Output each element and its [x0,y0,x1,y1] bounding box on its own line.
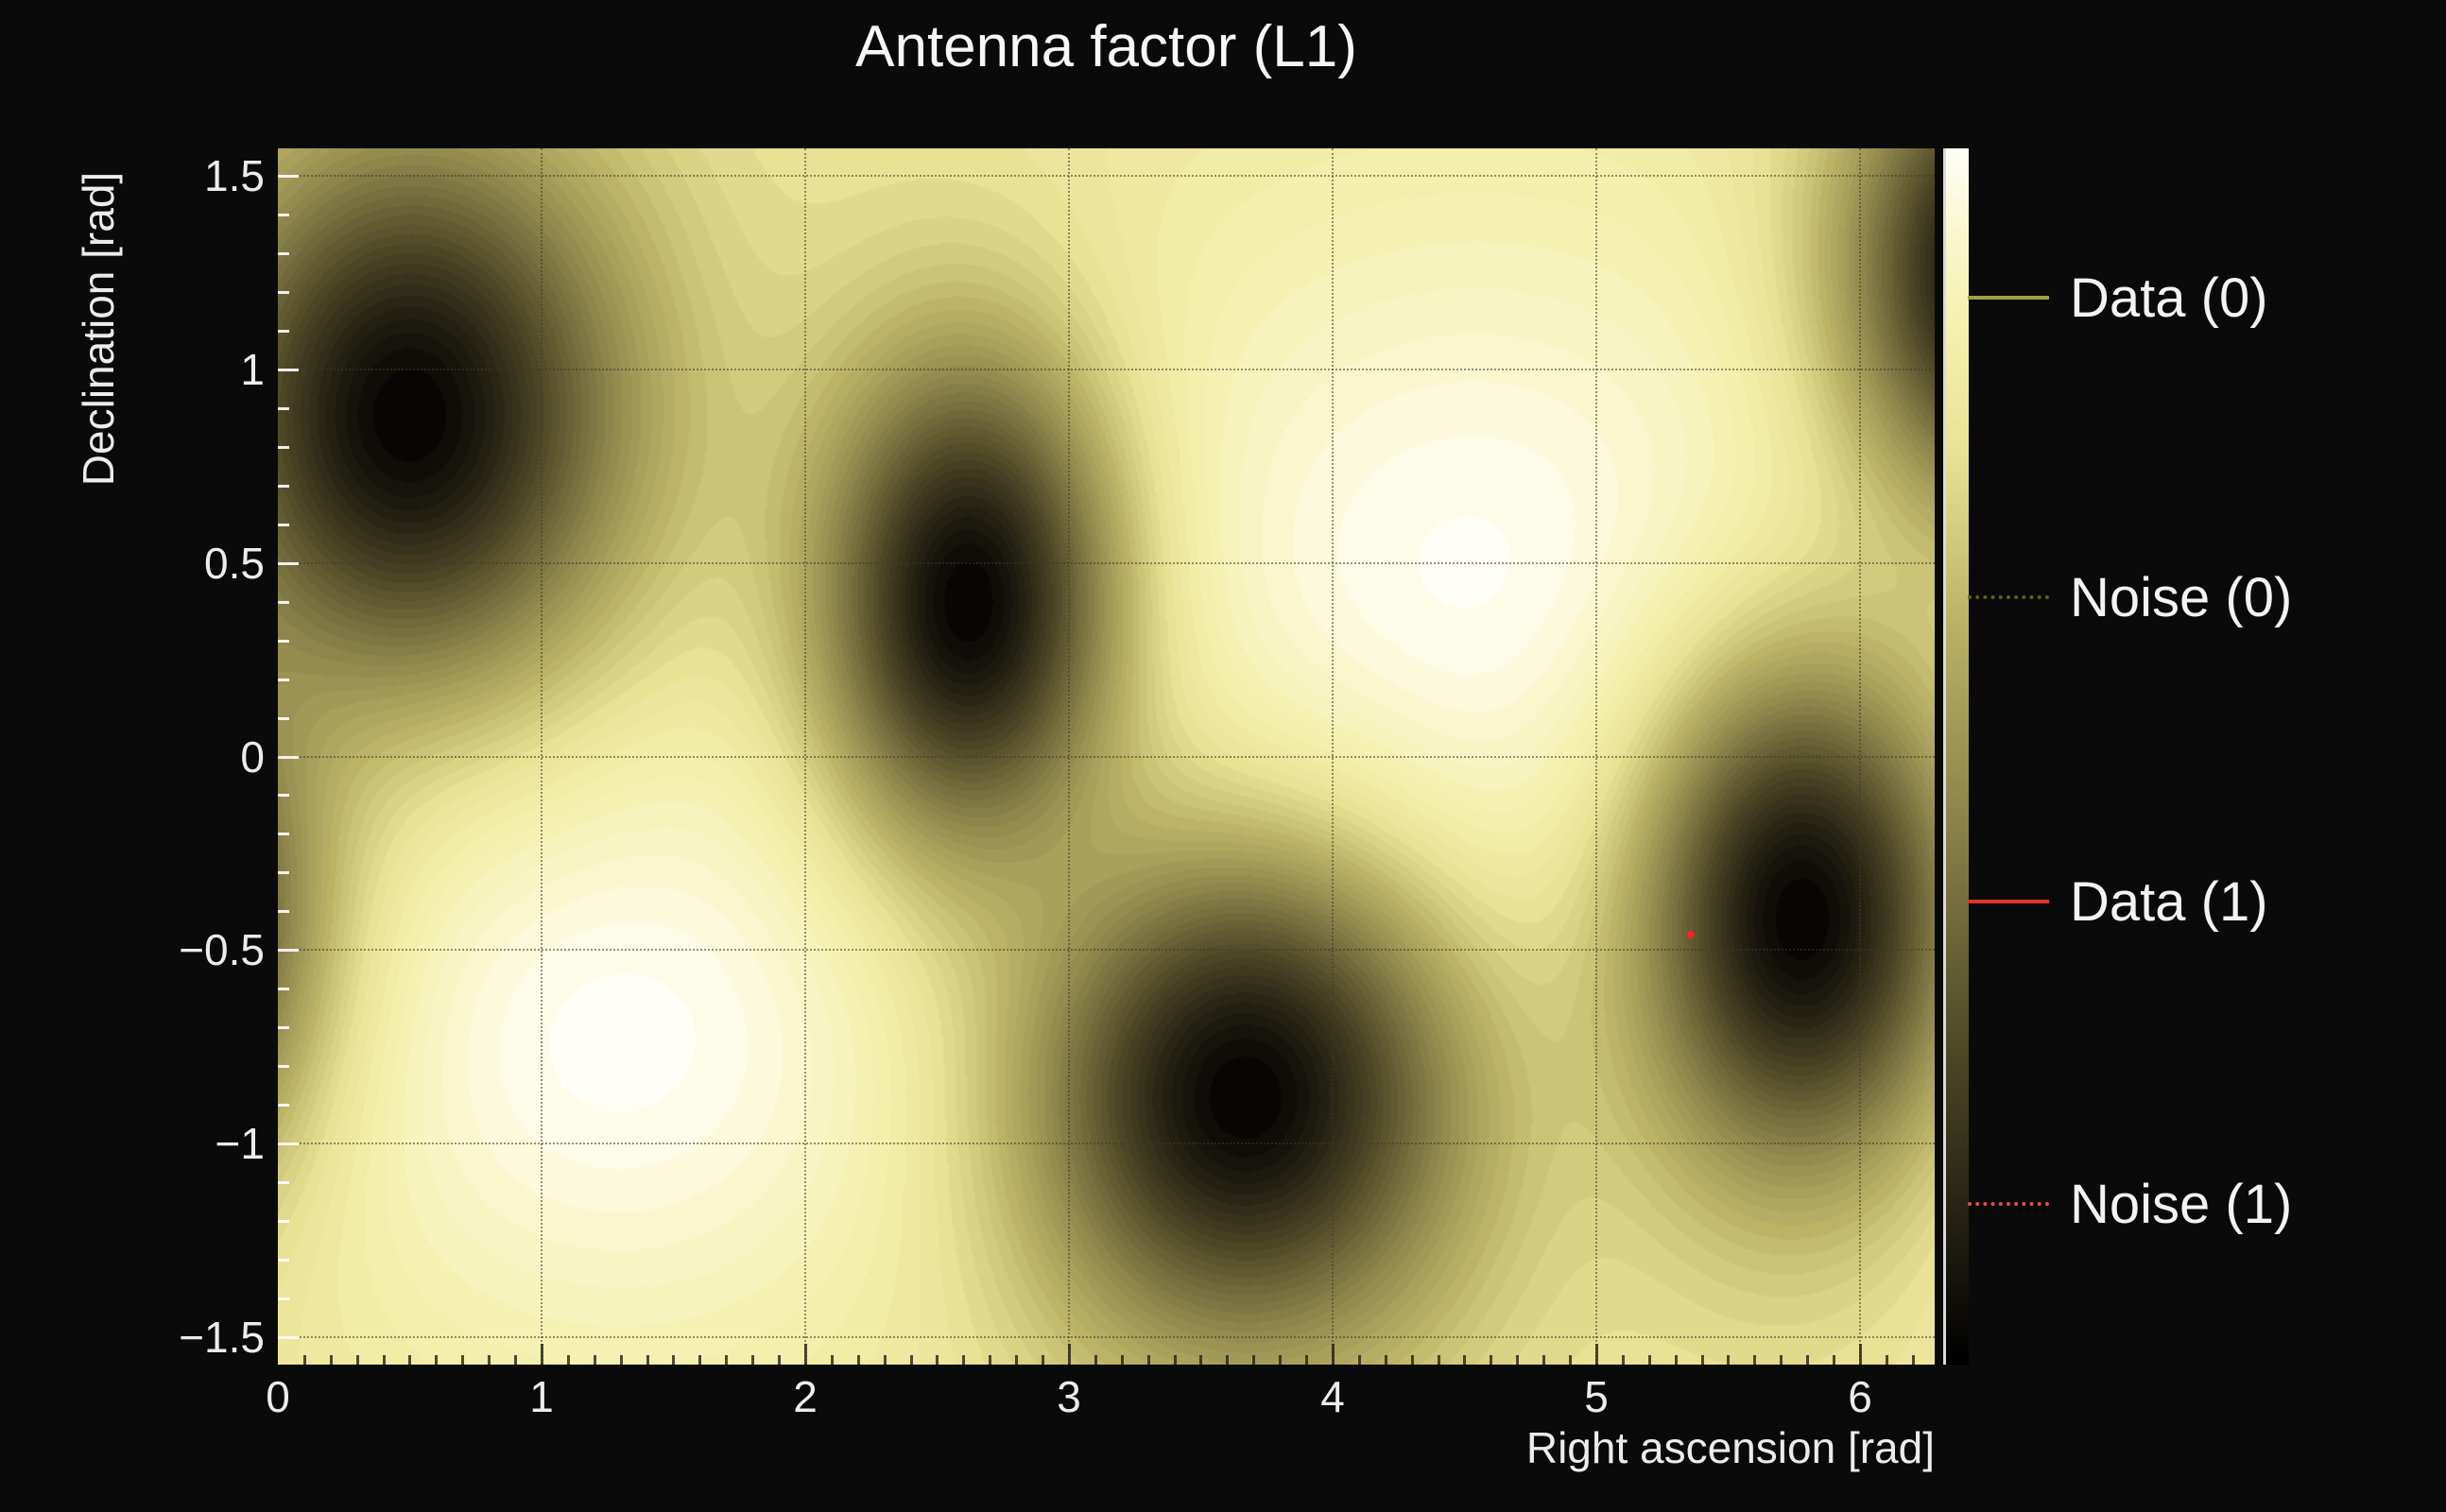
y-tick-label: −0.5 [179,925,265,975]
data-line-icon [1968,900,2049,903]
y-tick-label: 1.5 [204,151,265,200]
x-tick-label: 4 [1320,1372,1345,1421]
y-tick-label: −1.5 [179,1312,265,1362]
y-tick-label: 1 [240,344,265,394]
y-tick-label: −1 [215,1119,265,1169]
colorbar [1943,148,1969,1365]
x-axis-label: Right ascension [rad] [1525,1423,1935,1472]
noise-line-icon [1968,595,2049,599]
noise-line-icon [1968,1202,2049,1206]
chart-title: Antenna factor (L1) [855,14,1357,79]
legend-label: Noise (0) [2070,566,2293,628]
legend-item: Noise (1) [1968,1170,2292,1238]
x-tick-label: 3 [1057,1372,1081,1421]
data-line-icon [1968,296,2049,300]
y-tick-label: 0.5 [204,538,265,588]
x-tick-label: 2 [793,1372,818,1421]
legend-label: Data (1) [2070,870,2268,933]
x-tick-label: 1 [529,1372,554,1421]
x-tick-label: 0 [266,1372,290,1421]
heatmap-canvas [278,148,1935,1365]
x-tick-label: 6 [1848,1372,1872,1421]
legend-label: Noise (1) [2070,1173,2293,1235]
legend-label: Data (0) [2070,266,2268,329]
legend-item: Data (1) [1968,868,2268,936]
y-axis-label: Declination [rad] [74,171,123,487]
legend-item: Data (0) [1968,264,2268,332]
legend-item: Noise (0) [1968,563,2292,631]
x-tick-label: 5 [1584,1372,1609,1421]
y-tick-label: 0 [240,731,265,782]
